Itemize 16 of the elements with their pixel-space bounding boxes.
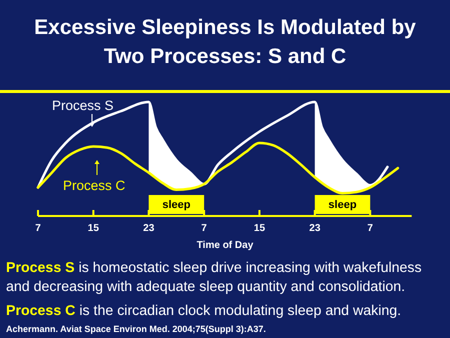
text: Process S is homeostatic sleep drive increasing with wakefulness and decreasing with adequate sleep quantity and consolidation. — [6, 260, 422, 295]
band-label: sleep — [162, 199, 191, 211]
x-tick-label: 7 — [201, 223, 208, 234]
series-label: Process S — [52, 98, 114, 113]
x-tick-label: 23 — [143, 223, 155, 234]
text: Achermann. Aviat Space Environ Med. 2004;75(Suppl 3):A37. — [6, 324, 266, 334]
x-tick-label: 7 — [35, 223, 42, 234]
chart-title: Excessive Sleepiness Is Modulated by Two Processes: S and C — [34, 16, 416, 68]
x-tick-label: 7 — [367, 223, 374, 234]
text: Process C is the circadian clock modulating sleep and waking. — [6, 303, 402, 319]
band-label: sleep — [328, 199, 357, 211]
x-axis-title: Time of Day — [196, 240, 254, 251]
x-tick-label: 23 — [309, 223, 321, 234]
x-tick-label: 15 — [254, 223, 266, 234]
x-tick-label: 15 — [88, 223, 100, 234]
legend-label: Process C — [63, 178, 126, 193]
